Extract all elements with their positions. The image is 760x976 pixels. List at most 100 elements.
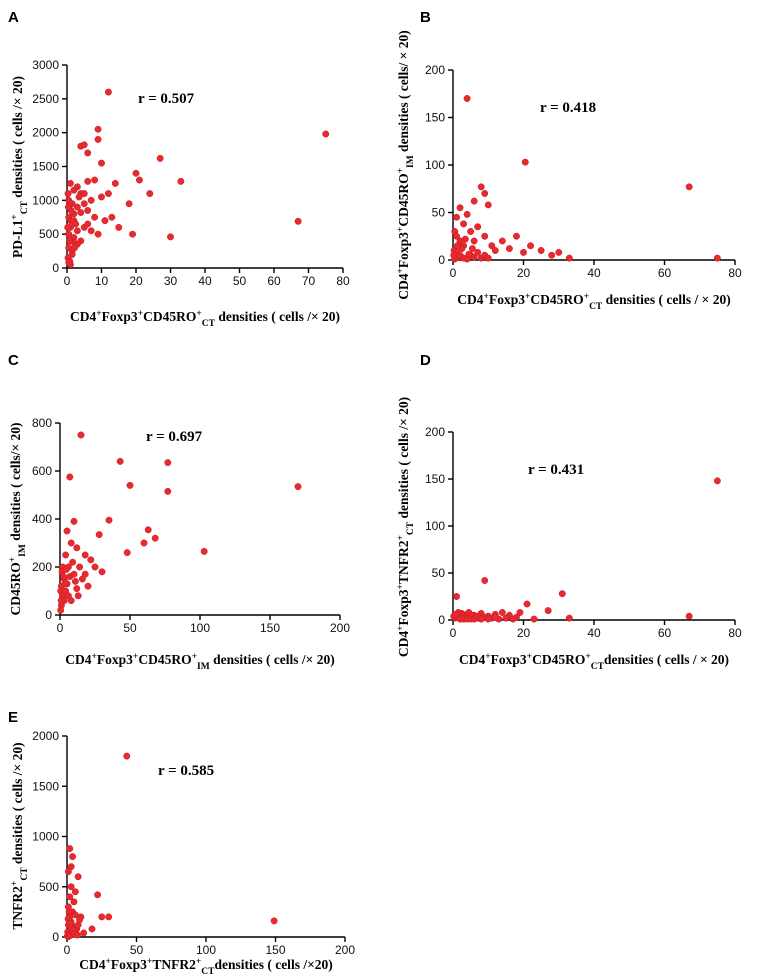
axis-ticks: 0 20 40 60 80 0 50 100 150 200 bbox=[425, 425, 742, 640]
x-tick-label: 0 bbox=[64, 943, 71, 957]
data-point bbox=[126, 481, 134, 489]
correlation-annotation: r = 0.585 bbox=[158, 763, 214, 779]
y-tick-label: 50 bbox=[432, 206, 446, 220]
axis-label-part: Foxp3 bbox=[396, 232, 411, 268]
axis-label-part: IM bbox=[406, 155, 416, 168]
data-point bbox=[164, 459, 172, 467]
data-point bbox=[481, 190, 489, 197]
data-point bbox=[481, 232, 489, 240]
data-point bbox=[484, 201, 492, 209]
data-point bbox=[60, 573, 67, 581]
x-tick-label: 0 bbox=[450, 626, 457, 640]
data-points bbox=[450, 477, 721, 623]
data-point bbox=[136, 176, 143, 184]
axis-label-part: + bbox=[192, 652, 197, 662]
x-tick-label: 150 bbox=[265, 943, 285, 957]
x-tick-label: 80 bbox=[728, 266, 742, 280]
panel-label: B bbox=[420, 9, 431, 26]
data-point bbox=[84, 149, 92, 157]
data-point bbox=[64, 223, 72, 231]
axis-label-part: CD45RO bbox=[143, 309, 196, 324]
data-point bbox=[498, 609, 506, 616]
axis-label-part: TNFR2 bbox=[10, 886, 25, 930]
axis-label-part: CT bbox=[202, 319, 216, 329]
data-points bbox=[63, 752, 278, 940]
data-point bbox=[67, 597, 75, 605]
x-tick-label: 150 bbox=[260, 621, 280, 635]
data-point bbox=[453, 213, 460, 221]
x-tick-label: 50 bbox=[130, 943, 144, 957]
correlation-annotation: r = 0.431 bbox=[528, 462, 584, 478]
y-tick-label: 100 bbox=[425, 158, 445, 172]
data-point bbox=[80, 929, 88, 937]
x-axis-label: CD4+Foxp3+CD45RO+CT densities ( cells /×… bbox=[70, 309, 340, 329]
axis-label-part: + bbox=[196, 957, 201, 967]
x-tick-label: 60 bbox=[658, 626, 672, 640]
y-tick-label: 2000 bbox=[32, 126, 59, 140]
x-tick-label: 80 bbox=[728, 626, 742, 640]
x-tick-label: 60 bbox=[658, 266, 672, 280]
axis-label-part: CD4 bbox=[459, 652, 485, 667]
data-point bbox=[70, 517, 78, 525]
data-point bbox=[101, 217, 109, 225]
data-point bbox=[95, 531, 103, 539]
y-tick-label: 50 bbox=[432, 566, 446, 580]
data-point bbox=[140, 539, 148, 547]
data-point bbox=[73, 544, 81, 552]
axis-label-part: PD-L1 bbox=[10, 219, 25, 257]
x-tick-label: 40 bbox=[587, 626, 601, 640]
axis-ticks: 0 10 20 30 40 50 60 70 80 0 500 1000 1500 2000 2500 300… bbox=[32, 58, 350, 288]
data-point bbox=[98, 193, 105, 201]
axis-label-part: CT bbox=[201, 967, 215, 976]
data-point bbox=[151, 534, 159, 542]
data-point bbox=[523, 600, 531, 608]
data-point bbox=[452, 610, 460, 618]
axis-label-part: CT bbox=[589, 302, 603, 312]
x-tick-label: 200 bbox=[335, 943, 355, 957]
axis-label-part: CD4 bbox=[396, 631, 411, 657]
data-point bbox=[144, 526, 152, 534]
axis-label-part: + bbox=[96, 309, 101, 319]
x-tick-label: 50 bbox=[123, 621, 137, 635]
data-point bbox=[66, 893, 74, 901]
data-point bbox=[77, 431, 85, 439]
data-point bbox=[76, 563, 84, 571]
y-tick-label: 0 bbox=[52, 261, 59, 275]
data-point bbox=[94, 125, 102, 133]
data-point bbox=[520, 248, 527, 256]
data-point bbox=[537, 247, 545, 254]
axis-label-part: + bbox=[396, 584, 406, 589]
data-point bbox=[87, 196, 95, 204]
axis-label-part: + bbox=[196, 309, 201, 319]
axis-label-part: + bbox=[585, 652, 590, 662]
data-point bbox=[115, 223, 123, 231]
axis-label-part: + bbox=[527, 652, 532, 662]
data-point bbox=[460, 220, 468, 228]
data-point bbox=[98, 159, 105, 167]
axis-label-part: densities ( cells /× 20) bbox=[10, 742, 25, 867]
data-point bbox=[70, 570, 78, 578]
axis-label-part: + bbox=[105, 957, 110, 967]
data-point bbox=[491, 613, 499, 621]
data-point bbox=[71, 244, 79, 252]
y-tick-label: 800 bbox=[32, 416, 52, 430]
axis-label-part: TNFR2 bbox=[152, 957, 196, 972]
data-point bbox=[463, 210, 471, 218]
y-tick-label: 1500 bbox=[32, 160, 59, 174]
axis-label-part: densities ( cells / × 20) bbox=[604, 652, 729, 667]
data-point bbox=[65, 908, 73, 916]
data-point bbox=[453, 242, 461, 250]
panel-e: E r = 0.585 0 50 100 150 2000500100015002000… bbox=[8, 709, 355, 976]
axis-label-part: + bbox=[584, 292, 589, 302]
data-point bbox=[484, 615, 492, 623]
axis-label-part: CT bbox=[406, 521, 416, 535]
data-point bbox=[713, 254, 721, 262]
axis-label-part: CD45RO bbox=[138, 652, 191, 667]
x-tick-label: 100 bbox=[196, 943, 216, 957]
y-tick-label: 200 bbox=[425, 63, 445, 77]
data-points bbox=[64, 88, 330, 269]
data-point bbox=[555, 248, 563, 256]
x-axis-label: CD4+Foxp3+CD45RO+CT densities ( cells / … bbox=[457, 292, 730, 312]
